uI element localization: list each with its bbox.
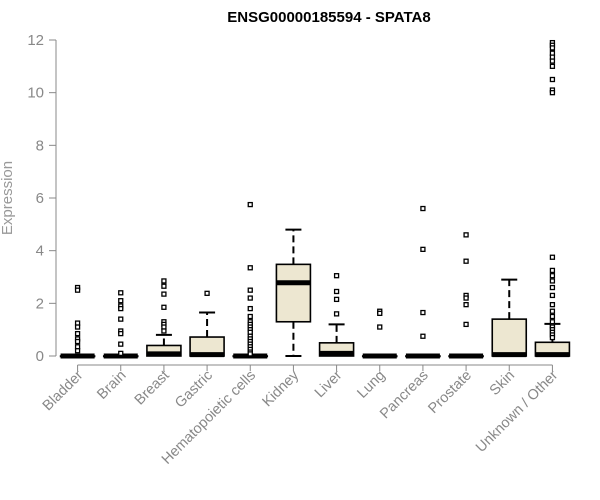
outlier-point <box>549 254 556 260</box>
outlier-point <box>74 330 81 337</box>
outlier-point <box>549 278 556 284</box>
box-gastric <box>189 290 225 358</box>
outlier-point <box>463 295 469 301</box>
box-lung <box>361 308 398 359</box>
outlier-point <box>247 201 253 208</box>
outlier-point <box>463 232 469 238</box>
outlier-point <box>377 310 383 316</box>
outlier-point <box>74 348 81 354</box>
outlier-point <box>333 311 340 317</box>
outlier-point <box>333 296 340 303</box>
y-tick-label: 2 <box>36 295 44 312</box>
outlier-point <box>161 304 167 310</box>
y-axis-label: Expression <box>0 161 16 235</box>
outlier-point <box>377 324 383 330</box>
box-breast <box>146 278 182 357</box>
box-liver <box>318 273 355 357</box>
outlier-point <box>549 301 556 308</box>
y-tick-label: 0 <box>36 348 44 365</box>
box-bladder <box>59 284 96 359</box>
x-tick-label: Liver <box>312 367 346 401</box>
outlier-point <box>74 287 81 293</box>
box-hematopoietic-cells <box>232 201 269 359</box>
outlier-point <box>118 350 124 357</box>
x-tick-label: Bladder <box>40 367 87 414</box>
outlier-point <box>420 246 426 253</box>
outlier-point <box>420 333 426 339</box>
outlier-point <box>549 292 556 299</box>
outlier-point <box>74 324 81 330</box>
chart-title: ENSG00000185594 - SPATA8 <box>227 9 430 26</box>
y-axis: 0 2 4 6 8 10 12 <box>27 32 57 365</box>
outlier-point <box>333 273 340 279</box>
outlier-point <box>549 313 556 320</box>
outlier-point <box>118 298 124 304</box>
outlier-point <box>549 90 556 96</box>
outlier-point <box>118 341 124 347</box>
box-skin <box>491 278 528 358</box>
outlier-point <box>420 205 426 212</box>
x-tick-label: Breast <box>132 368 173 409</box>
boxes <box>59 39 571 359</box>
outlier-point <box>161 283 167 289</box>
box-pancreas <box>405 205 441 359</box>
y-tick-label: 10 <box>27 85 44 102</box>
box-kidney <box>275 228 312 357</box>
outlier-point <box>247 351 253 357</box>
x-tick-label: Brain <box>94 368 129 403</box>
outlier-point <box>463 321 469 328</box>
outlier-point <box>549 273 556 279</box>
box-unknown-other <box>534 39 571 358</box>
outlier-point <box>118 290 124 296</box>
y-tick-label: 12 <box>27 32 44 49</box>
box-brain <box>102 290 139 359</box>
outlier-point <box>74 338 81 345</box>
y-tick-label: 8 <box>36 137 44 154</box>
outlier-point <box>118 305 124 312</box>
outlier-point <box>247 265 253 271</box>
outlier-point <box>204 290 210 296</box>
box <box>491 318 528 357</box>
outlier-point <box>118 330 124 337</box>
outlier-point <box>549 45 556 51</box>
outlier-point <box>247 313 253 320</box>
x-tick-label: Skin <box>487 368 518 399</box>
outlier-point <box>118 316 124 322</box>
outlier-point <box>549 284 556 291</box>
outlier-point <box>247 287 253 293</box>
box <box>275 263 312 323</box>
outlier-point <box>549 308 556 314</box>
outlier-point <box>463 301 469 308</box>
outlier-point <box>549 334 556 341</box>
x-tick-label: Unknown / Other <box>473 367 561 455</box>
x-tick-label: Kidney <box>260 367 303 410</box>
outlier-point <box>549 58 556 64</box>
outlier-point <box>333 288 340 295</box>
outlier-point <box>161 328 167 334</box>
outlier-point <box>161 291 167 297</box>
box-prostate <box>448 232 484 359</box>
outlier-point <box>463 258 469 264</box>
outlier-point <box>247 295 253 301</box>
outlier-point <box>161 278 167 284</box>
x-tick-label: Prostate <box>425 368 474 417</box>
x-tick-label: Lung <box>354 368 388 402</box>
outlier-point <box>549 63 556 69</box>
outlier-point <box>549 267 556 274</box>
outlier-point <box>420 309 426 316</box>
outlier-point <box>247 305 253 312</box>
y-tick-label: 4 <box>36 243 44 260</box>
outlier-point <box>549 76 556 83</box>
y-tick-label: 6 <box>36 190 44 207</box>
